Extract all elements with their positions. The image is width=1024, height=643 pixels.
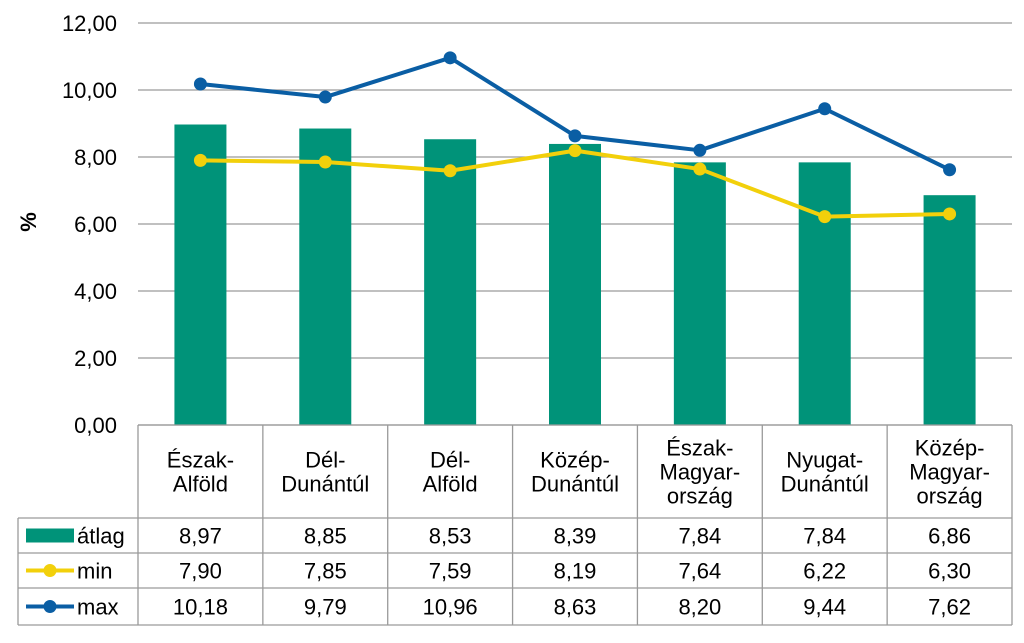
bar — [673, 162, 726, 426]
legend-key-min-marker — [43, 564, 57, 577]
point-max — [443, 51, 457, 65]
y-tick-label: 6,00 — [74, 212, 117, 237]
legend-label-átlag: átlag — [77, 524, 125, 549]
category-label: Közép-Magyar-ország — [909, 436, 990, 509]
y-tick-label: 0,00 — [74, 413, 117, 438]
table-value-átlag: 8,85 — [304, 524, 347, 549]
point-max — [818, 102, 832, 116]
table-value-max: 7,62 — [928, 595, 971, 620]
bar — [798, 162, 851, 426]
category-label: Észak-Alföld — [167, 448, 234, 497]
y-tick-label: 10,00 — [62, 78, 117, 103]
legend-label-min: min — [77, 559, 112, 584]
table-value-átlag: 7,84 — [803, 524, 846, 549]
point-min — [943, 207, 957, 221]
table-value-max: 10,96 — [423, 595, 478, 620]
table-value-min: 7,59 — [429, 559, 472, 584]
point-min — [568, 144, 582, 158]
bar — [923, 195, 976, 425]
category-label: Közép-Dunántúl — [531, 448, 619, 497]
legend-key-max-marker — [43, 600, 57, 613]
y-axis-label: % — [16, 212, 41, 232]
table-value-min: 7,85 — [304, 559, 347, 584]
table-value-átlag: 8,39 — [554, 524, 597, 549]
category-label: Észak-Magyar-ország — [660, 436, 741, 509]
point-min — [818, 210, 832, 224]
category-label: Dél-Dunántúl — [281, 448, 369, 497]
y-tick-label: 2,00 — [74, 346, 117, 371]
point-max — [568, 129, 582, 143]
table-value-min: 6,30 — [928, 559, 971, 584]
point-max — [693, 143, 707, 157]
category-label: Dél-Alföld — [423, 448, 478, 497]
table-value-max: 8,63 — [554, 595, 597, 620]
table-value-átlag: 6,86 — [928, 524, 971, 549]
table-value-min: 8,19 — [554, 559, 597, 584]
table-value-max: 10,18 — [173, 595, 228, 620]
y-axis: 0,00 2,00 4,00 6,00 8,00 10,00 12,00 — [62, 11, 117, 438]
bar-series — [174, 124, 976, 426]
table-value-max: 9,44 — [803, 595, 846, 620]
table-value-min: 7,90 — [179, 559, 222, 584]
table-value-átlag: 7,84 — [678, 524, 721, 549]
point-max — [193, 77, 207, 91]
table-value-átlag: 8,97 — [179, 524, 222, 549]
point-min — [443, 164, 457, 178]
point-min — [318, 155, 332, 169]
bar — [549, 143, 601, 425]
bar — [174, 124, 227, 425]
bar — [424, 139, 477, 425]
table-value-max: 8,20 — [678, 595, 721, 620]
data-table: Észak-Alföld Dél-Dunántúl Dél-Alföld Közép-… — [17, 424, 1013, 626]
table-value-max: 9,79 — [304, 595, 347, 620]
table-value-min: 6,22 — [803, 559, 846, 584]
y-tick-label: 12,00 — [62, 11, 117, 36]
table-value-átlag: 8,53 — [429, 524, 472, 549]
point-max — [943, 163, 957, 177]
y-tick-label: 8,00 — [74, 145, 117, 170]
legend-key-átlag — [26, 528, 74, 543]
category-label: Nyugat-Dunántúl — [781, 448, 869, 497]
bar — [299, 128, 352, 425]
table-value-min: 7,64 — [678, 559, 721, 584]
point-max — [318, 90, 332, 104]
line-series — [193, 51, 957, 224]
point-min — [693, 162, 707, 176]
legend-label-max: max — [77, 595, 119, 620]
y-tick-label: 4,00 — [74, 279, 117, 304]
point-min — [193, 153, 207, 167]
